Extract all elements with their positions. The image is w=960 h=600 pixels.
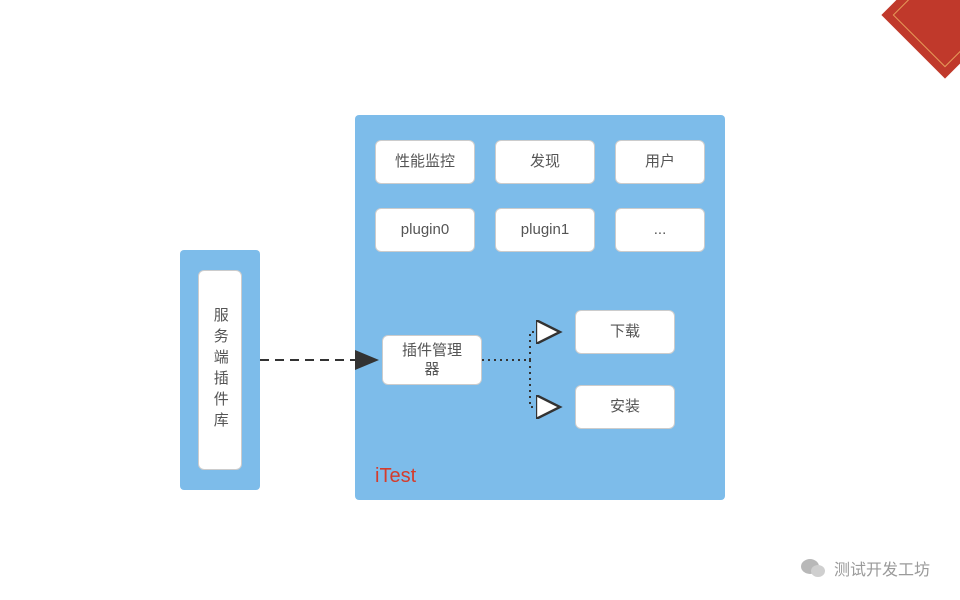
node-label: 服务端插件库 — [210, 307, 230, 433]
node-label: plugin1 — [521, 220, 569, 240]
node-plugin-manager: 插件管理器 — [382, 335, 482, 385]
node-perf-monitor: 性能监控 — [375, 140, 475, 184]
container-label-itest: iTest — [375, 465, 416, 488]
corner-decoration-fan — [0, 0, 60, 60]
node-label: 插件管理器 — [397, 341, 467, 380]
wechat-icon — [800, 557, 826, 579]
node-server-plugin-lib: 服务端插件库 — [198, 270, 242, 470]
node-install: 安装 — [575, 385, 675, 429]
node-label: 性能监控 — [395, 152, 455, 172]
node-plugin0: plugin0 — [375, 208, 475, 252]
container-label-text: iTest — [375, 465, 416, 487]
footer-watermark: 测试开发工坊 — [800, 556, 930, 580]
node-label: 发现 — [530, 152, 560, 172]
node-label: 下载 — [610, 322, 640, 342]
node-user: 用户 — [615, 140, 705, 184]
node-label: ... — [654, 220, 667, 240]
node-label: plugin0 — [401, 220, 449, 240]
node-plugin-more: ... — [615, 208, 705, 252]
node-discover: 发现 — [495, 140, 595, 184]
node-plugin1: plugin1 — [495, 208, 595, 252]
node-label: 用户 — [645, 152, 675, 172]
diagram-canvas: 服务端插件库 性能监控 发现 用户 plugin0 plugin1 ... 插件… — [0, 0, 960, 600]
node-label: 安装 — [610, 397, 640, 417]
corner-decoration-red — [881, 0, 960, 79]
node-download: 下载 — [575, 310, 675, 354]
footer-label: 测试开发工坊 — [834, 556, 930, 580]
